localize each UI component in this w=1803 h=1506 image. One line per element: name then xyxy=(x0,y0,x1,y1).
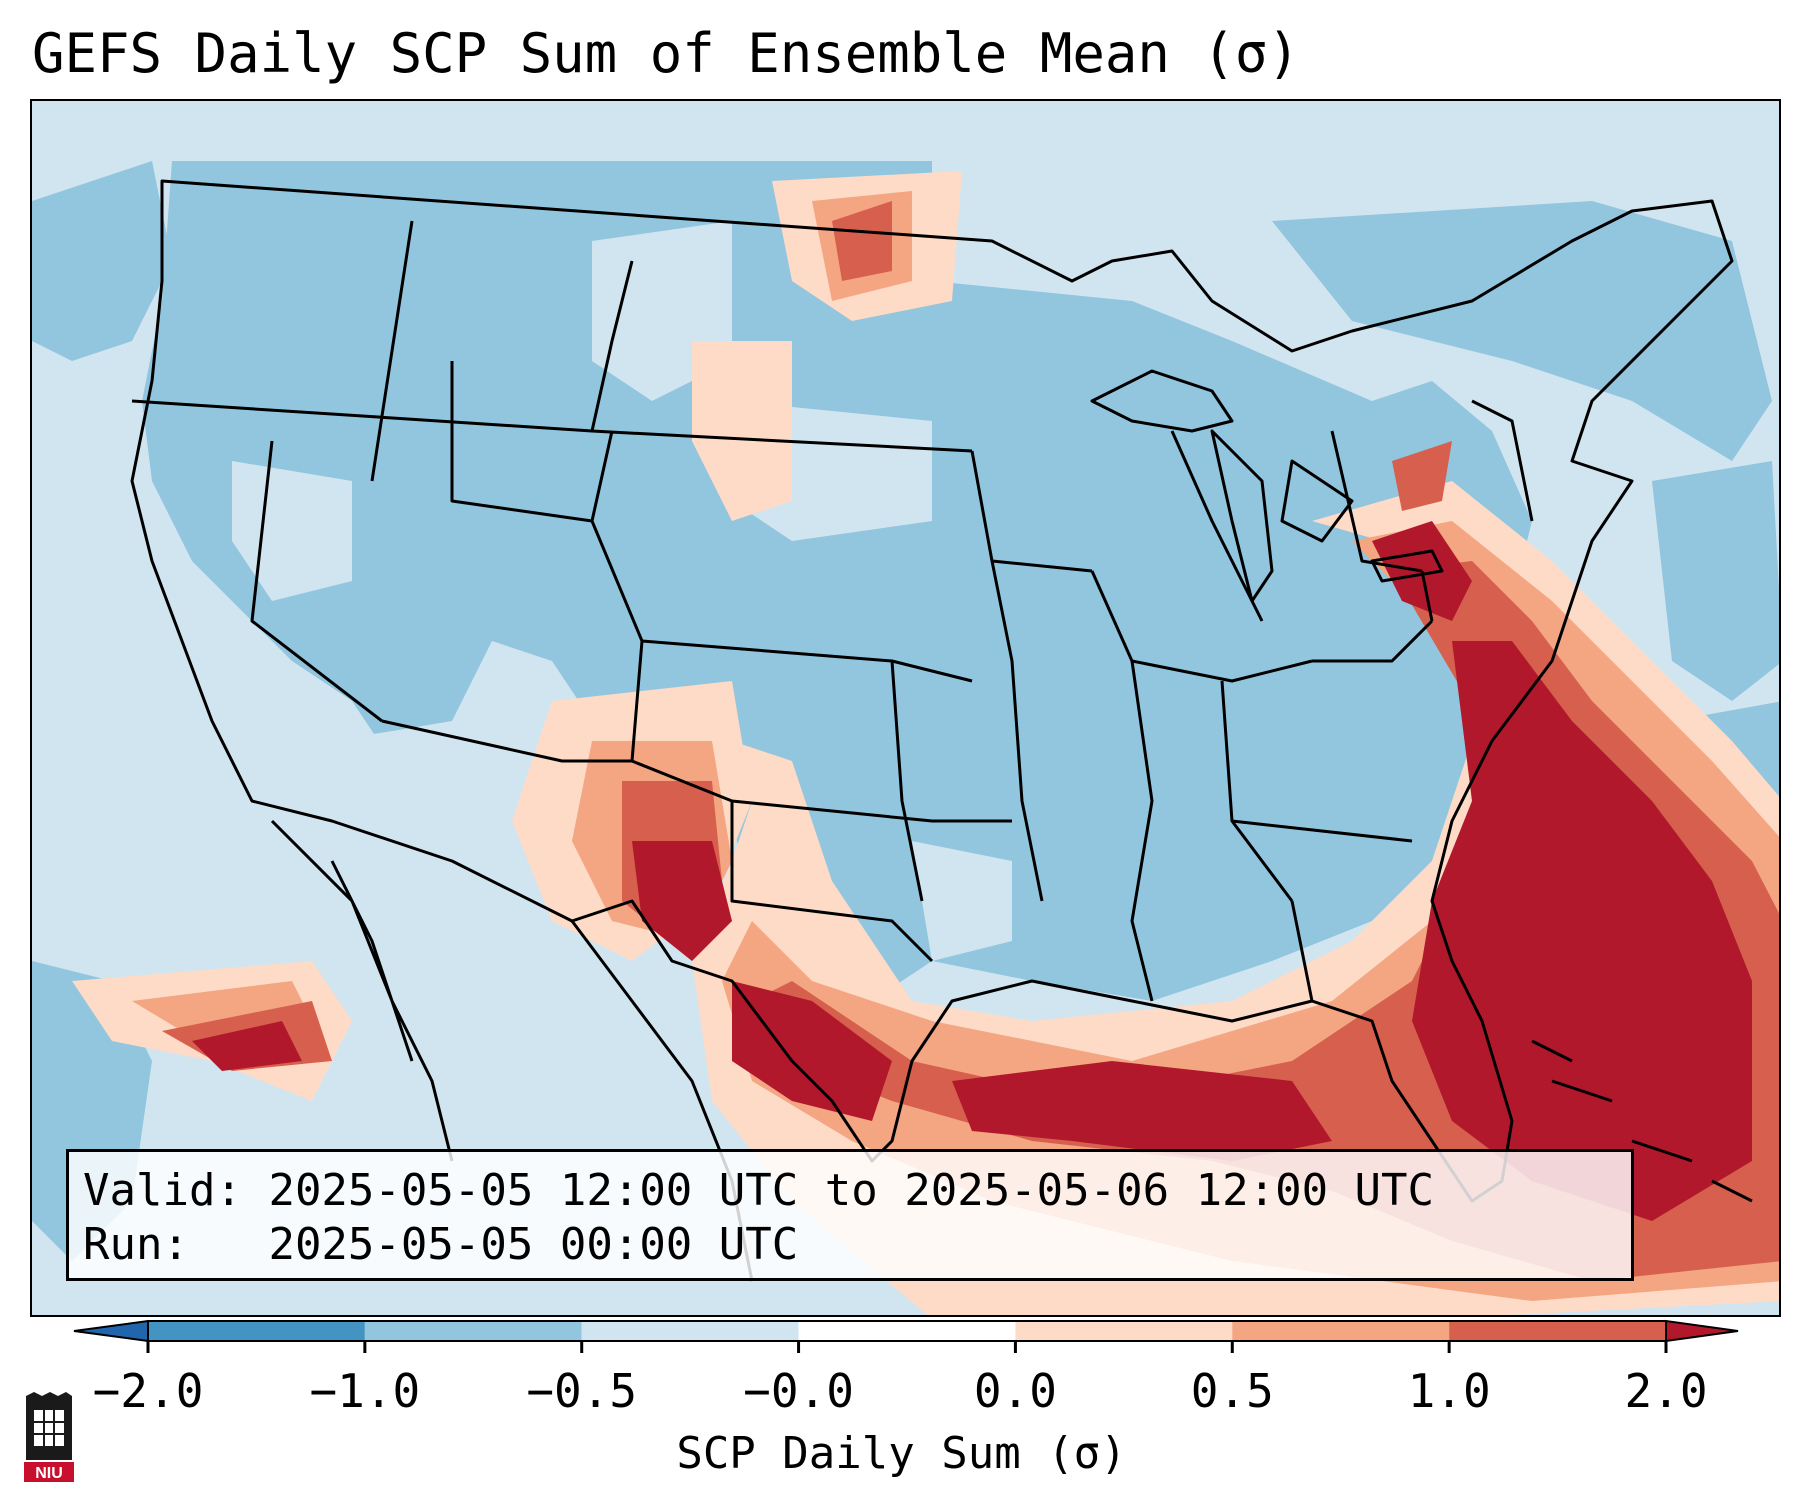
colorbar-tick-label: −0.5 xyxy=(526,1364,638,1418)
colorbar-tick-label: −0.0 xyxy=(743,1364,854,1418)
colorbar-tick-label: 0.5 xyxy=(1190,1364,1274,1418)
colorbar-frame xyxy=(147,1320,1667,1342)
colorbar-bin xyxy=(1449,1321,1666,1341)
colorbar-bin xyxy=(148,1321,365,1341)
colorbar-extend-low xyxy=(73,1319,149,1343)
run-label: Run: xyxy=(83,1219,189,1270)
colorbar-extend-high xyxy=(1665,1319,1739,1343)
colorbar-bin xyxy=(1232,1321,1450,1341)
valid-text: 2025-05-05 12:00 UTC to 2025-05-06 12:00… xyxy=(268,1165,1435,1216)
colorbar-bin xyxy=(581,1321,799,1341)
caribbean-islands xyxy=(1531,1039,1753,1203)
colorbar-tick-label: 2.0 xyxy=(1624,1364,1708,1418)
svg-text:NIU: NIU xyxy=(35,1465,63,1482)
colorbar-bin xyxy=(798,1321,1016,1341)
great-lakes xyxy=(1090,369,1444,603)
scp-map xyxy=(32,101,1779,1315)
colorbar-tick-label: 1.0 xyxy=(1407,1364,1491,1418)
field-below-normal xyxy=(32,161,1779,1261)
colorbar-label: SCP Daily Sum (σ) xyxy=(676,1428,1127,1479)
run-text: 2025-05-05 00:00 UTC xyxy=(268,1219,799,1270)
state-lines xyxy=(131,220,1534,1002)
niu-logo-icon: NIU xyxy=(20,1392,78,1488)
colorbar-tick-label: −1.0 xyxy=(309,1364,421,1418)
colorbar-tick-label: −2.0 xyxy=(92,1364,204,1418)
chart-title: GEFS Daily SCP Sum of Ensemble Mean (σ) xyxy=(32,22,1300,85)
validity-info-box: Valid: 2025-05-05 12:00 UTC to 2025-05-0… xyxy=(66,1149,1634,1281)
colorbar-bin xyxy=(1015,1321,1233,1341)
colorbar-bin xyxy=(364,1321,582,1341)
valid-label: Valid: xyxy=(83,1165,242,1216)
map-panel xyxy=(30,99,1781,1317)
colorbar-tick-label: 0.0 xyxy=(973,1364,1057,1418)
